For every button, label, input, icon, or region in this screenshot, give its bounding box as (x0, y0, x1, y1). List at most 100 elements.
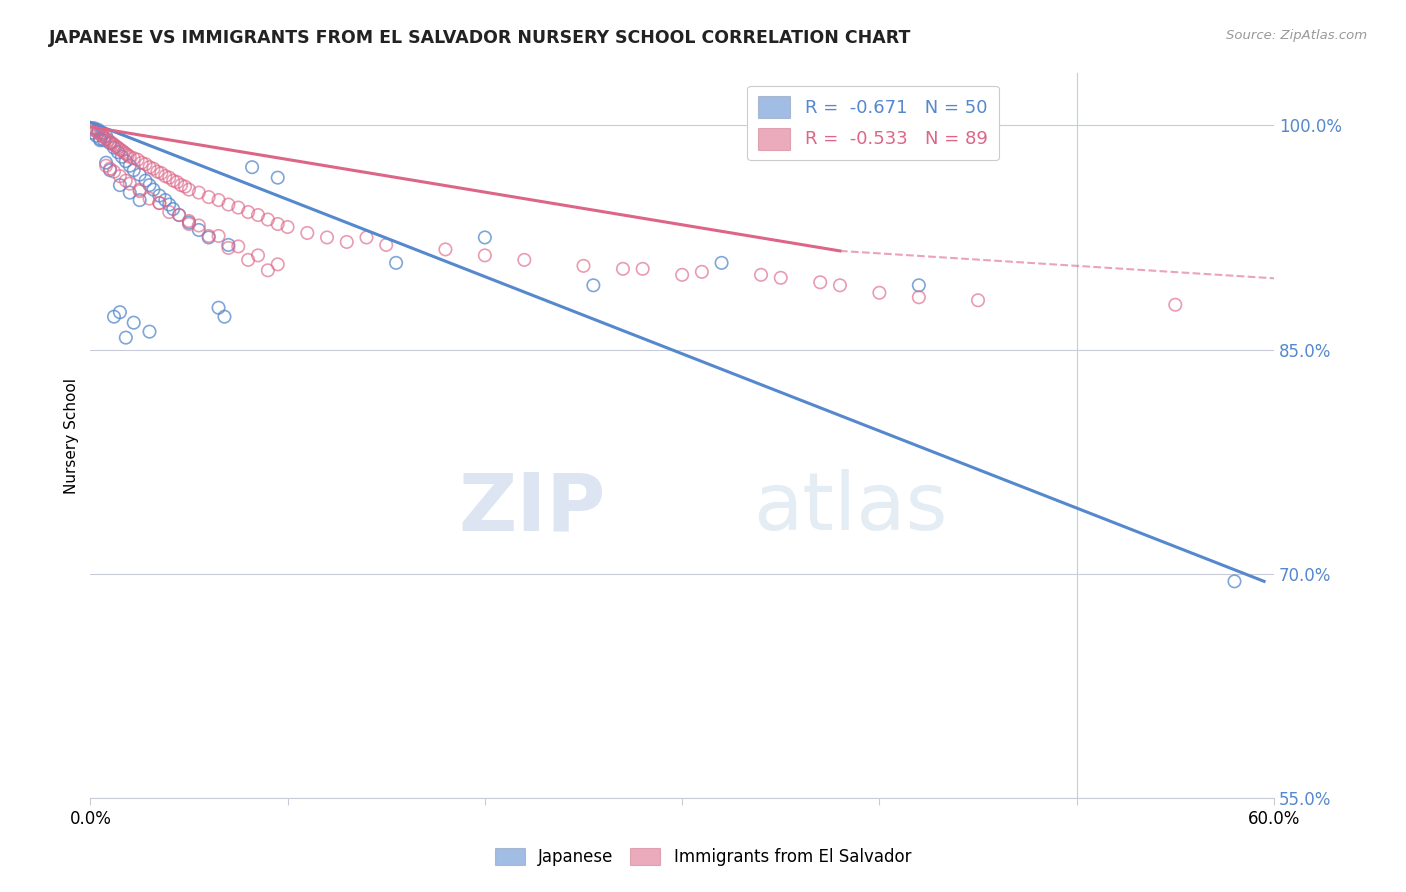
Point (87, 123, 110, 137)
Point (197, 230, 219, 244)
Legend: Japanese, Immigrants from El Salvador: Japanese, Immigrants from El Salvador (488, 841, 918, 873)
Point (257, 263, 280, 277)
Point (118, 177, 141, 191)
Point (122, 151, 145, 165)
Point (246, 248, 269, 262)
Text: ZIP: ZIP (458, 469, 605, 547)
Point (108, 305, 131, 319)
Point (128, 183, 150, 197)
Point (83, 123, 105, 137)
Legend: R =  -0.671   N = 50, R =  -0.533   N = 89: R = -0.671 N = 50, R = -0.533 N = 89 (747, 86, 998, 161)
Point (1164, 298, 1187, 312)
Point (118, 150, 141, 164)
Point (612, 261, 634, 276)
Point (128, 168, 150, 182)
Point (572, 259, 595, 273)
Point (93, 130, 115, 145)
Point (148, 196, 170, 211)
Point (135, 157, 157, 171)
Point (217, 197, 239, 211)
Point (157, 197, 180, 211)
Point (94, 128, 117, 143)
Point (128, 184, 150, 198)
Point (142, 183, 165, 197)
Point (170, 178, 193, 193)
Text: Source: ZipAtlas.com: Source: ZipAtlas.com (1226, 29, 1367, 42)
Point (108, 178, 131, 193)
Point (207, 301, 229, 315)
Point (127, 153, 149, 167)
Point (135, 174, 157, 188)
Point (631, 261, 654, 276)
Point (513, 252, 536, 267)
Point (187, 186, 209, 200)
Point (148, 188, 170, 202)
Point (98, 135, 121, 149)
Point (118, 159, 141, 173)
Point (101, 136, 124, 151)
Point (150, 166, 173, 180)
Point (267, 257, 290, 271)
Point (908, 290, 931, 304)
Point (162, 174, 184, 188)
Point (187, 219, 209, 233)
Point (111, 144, 134, 158)
Point (114, 154, 136, 169)
Point (114, 174, 136, 188)
Point (671, 268, 693, 282)
Point (104, 139, 127, 153)
Point (385, 256, 408, 270)
Point (89, 133, 111, 147)
Point (336, 235, 359, 249)
Point (177, 217, 200, 231)
Point (828, 278, 851, 293)
Point (138, 192, 160, 206)
Point (157, 205, 180, 219)
Point (240, 160, 263, 174)
Point (89, 128, 111, 142)
Point (267, 170, 290, 185)
Point (138, 325, 160, 339)
Point (94, 159, 117, 173)
Point (142, 161, 165, 176)
Point (117, 148, 139, 162)
Point (207, 229, 229, 244)
Point (316, 230, 339, 244)
Point (107, 141, 129, 155)
Text: JAPANESE VS IMMIGRANTS FROM EL SALVADOR NURSERY SCHOOL CORRELATION CHART: JAPANESE VS IMMIGRANTS FROM EL SALVADOR … (49, 29, 911, 46)
Point (138, 178, 160, 193)
Point (217, 238, 239, 252)
Point (174, 179, 197, 194)
Point (868, 285, 890, 300)
Point (277, 219, 299, 234)
Point (908, 278, 931, 293)
Point (114, 331, 136, 345)
Point (103, 310, 125, 324)
Point (214, 310, 236, 324)
Point (710, 256, 733, 270)
Point (94, 132, 117, 146)
Point (1223, 574, 1246, 589)
Point (148, 196, 170, 211)
Point (98, 163, 121, 178)
Point (131, 155, 153, 169)
Point (246, 208, 269, 222)
Point (87, 126, 110, 140)
Point (177, 215, 200, 229)
Point (103, 141, 125, 155)
Point (155, 193, 177, 207)
Point (93, 133, 115, 147)
Point (257, 212, 280, 227)
Point (267, 217, 290, 231)
Point (157, 170, 180, 185)
Point (197, 190, 219, 204)
Point (356, 230, 378, 244)
Point (146, 164, 169, 178)
Point (114, 146, 136, 161)
Point (107, 145, 129, 160)
Point (187, 223, 209, 237)
Point (118, 186, 141, 200)
Point (375, 238, 398, 252)
Point (207, 193, 229, 207)
Point (226, 239, 249, 253)
